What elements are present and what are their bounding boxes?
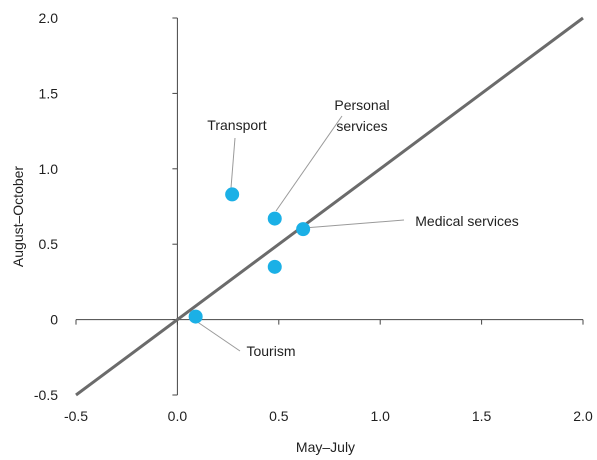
- y-tick-label: 1.0: [39, 161, 59, 177]
- y-tick-label: 0: [50, 312, 58, 328]
- y-axis-title: August–October: [10, 166, 26, 268]
- x-tick-label: 2.0: [573, 408, 593, 424]
- data-point: [188, 309, 203, 324]
- annotation-transport-leader: [230, 137, 236, 189]
- annotation-personal-services-leader: [275, 115, 343, 212]
- x-tick-label: 1.5: [472, 408, 492, 424]
- annotation-medical-services-leader: [303, 219, 405, 229]
- data-points: [188, 187, 311, 324]
- annotation-medical-services: Medical services: [415, 213, 518, 229]
- y-tick-label: -0.5: [34, 387, 58, 403]
- x-tick-label: 0.0: [168, 408, 188, 424]
- annotation-tourism-leader: [195, 320, 241, 352]
- data-point: [225, 187, 240, 202]
- y-tick-label: 1.5: [39, 85, 59, 101]
- data-point: [267, 259, 282, 274]
- y-tick-label: 2.0: [39, 10, 59, 26]
- x-tick-label: -0.5: [64, 408, 88, 424]
- x-axis-title: May–July: [296, 439, 355, 455]
- reference-line: [75, 16, 584, 397]
- data-point: [267, 211, 282, 226]
- annotation-labels: Transport Personal services Medical service…: [207, 97, 518, 359]
- annotation-leaders: [195, 115, 405, 352]
- tick-labels: -0.5 0.0 0.5 1.0 1.5 2.0 2.0 1.5 1.0 0.5 0 -0.5: [34, 10, 593, 424]
- reference-line-group: [75, 16, 584, 397]
- y-tick-label: 0.5: [39, 236, 59, 252]
- x-tick-label: 1.0: [370, 408, 390, 424]
- annotation-personal-services: Personal services: [334, 97, 389, 134]
- x-tick-label: 0.5: [269, 408, 289, 424]
- data-point: [296, 222, 311, 237]
- annotation-tourism: Tourism: [246, 343, 295, 359]
- annotation-transport: Transport: [207, 117, 267, 133]
